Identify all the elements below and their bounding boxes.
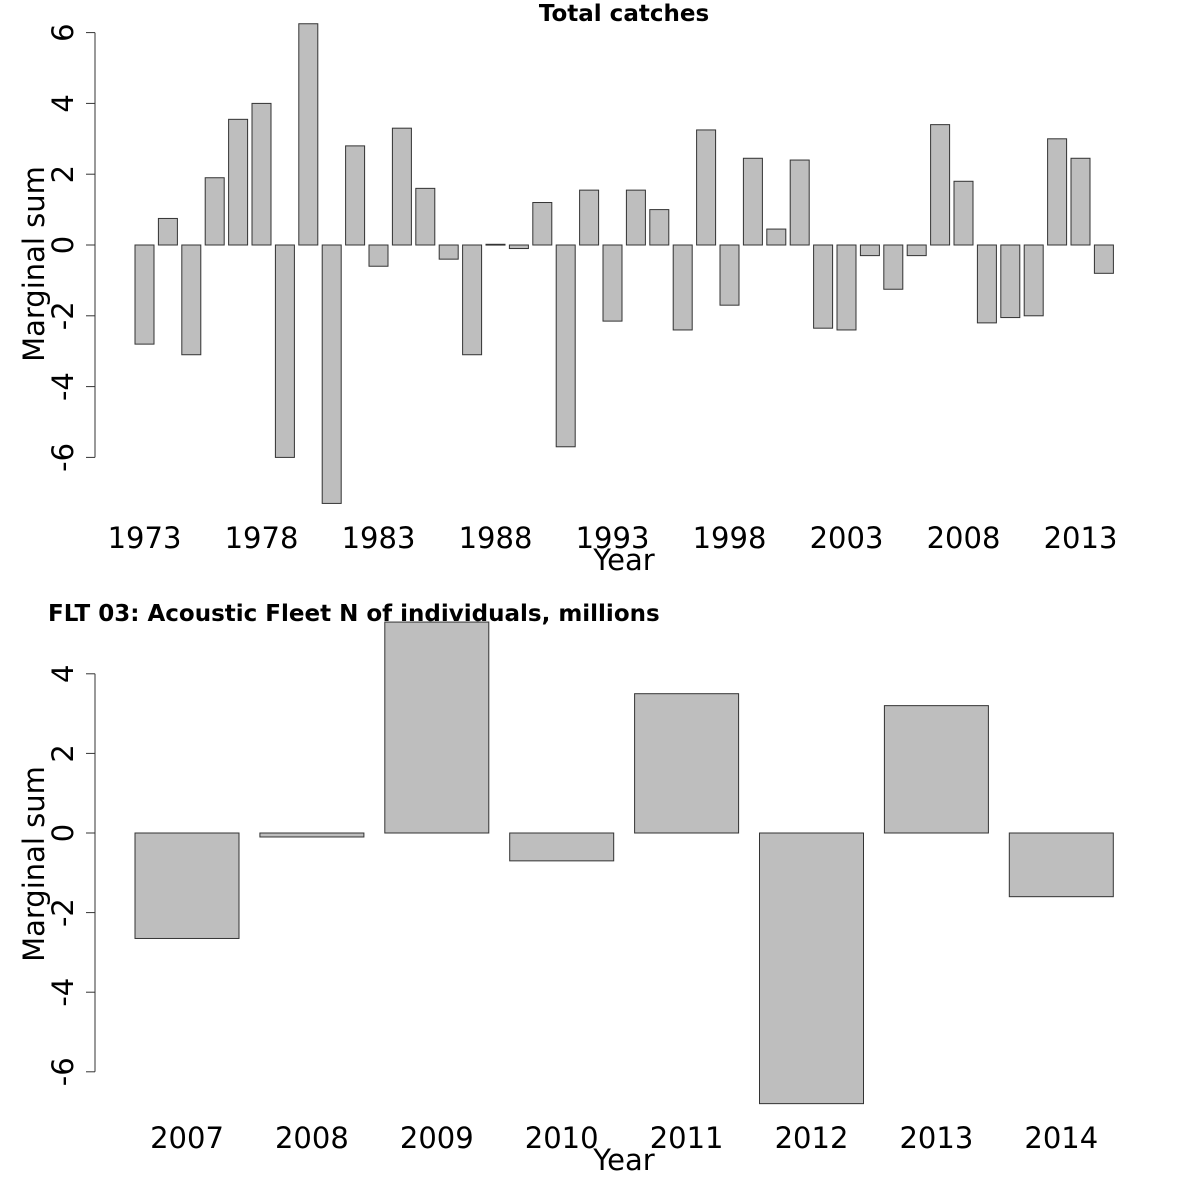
bar-2009: [976, 244, 997, 324]
bar-2008: [259, 832, 365, 838]
x-tick-label: 2008: [275, 1121, 349, 1155]
bars: [134, 23, 1114, 504]
y-axis: -6 -4 -2 0 2 4: [46, 665, 96, 1086]
y-tick-label: 4: [46, 665, 80, 683]
bar-1990: [532, 202, 553, 246]
x-tick-label: 2008: [927, 521, 1001, 555]
y-tick-label: 0: [46, 824, 80, 842]
bar-2007: [134, 832, 240, 939]
bar-1989: [508, 244, 529, 250]
y-axis-label: Marginal sum: [17, 166, 51, 362]
bar-2000: [766, 228, 787, 246]
bar-1980: [298, 23, 319, 246]
bar-1979: [274, 244, 295, 458]
y-tick-label: -6: [46, 1057, 80, 1086]
bar-2013: [883, 705, 989, 834]
bar-1985: [415, 187, 436, 246]
y-tick-label: -4: [46, 372, 80, 401]
bar-1982: [345, 145, 366, 246]
y-axis: -6 -4 -2 0 2 4 6: [46, 23, 96, 472]
x-tick-label: 2013: [899, 1121, 973, 1155]
bar-1978: [251, 102, 272, 246]
panel-acoustic-fleet: FLT 03: Acoustic Fleet N of individuals,…: [17, 601, 1114, 1177]
bar-1996: [672, 244, 693, 331]
y-tick-label: 4: [46, 94, 80, 112]
bar-2007: [930, 124, 951, 246]
bar-2003: [836, 244, 857, 331]
bar-2012: [759, 832, 864, 1105]
panel-total-catches: Total catches -6 -4 -2 0 2 4 6 1973 1978 1983 198…: [17, 1, 1117, 577]
chart-title: Total catches: [539, 1, 709, 27]
bar-1973: [134, 244, 155, 345]
bar-1988: [485, 243, 506, 246]
bar-1977: [228, 118, 249, 246]
bar-2012: [1047, 138, 1068, 246]
x-tick-label: 2007: [150, 1121, 224, 1155]
bar-1974: [157, 217, 178, 246]
chart-title: FLT 03: Acoustic Fleet N of individuals,…: [48, 601, 660, 627]
bar-1983: [368, 244, 389, 267]
bar-1992: [579, 189, 600, 246]
bar-2001: [789, 159, 810, 246]
bar-2014: [1008, 832, 1114, 898]
y-tick-label: -6: [46, 443, 80, 472]
bar-2008: [953, 180, 974, 246]
x-tick-label: 1988: [459, 521, 533, 555]
bar-1986: [438, 244, 459, 260]
bar-1984: [391, 127, 412, 246]
x-axis-label: Year: [592, 543, 654, 577]
x-tick-labels: 2007 2008 2009 2010 2011 2012 2013 2014: [150, 1121, 1098, 1155]
y-axis-label: Marginal sum: [17, 766, 51, 962]
bar-2011: [1023, 244, 1044, 317]
y-tick-label: 2: [46, 744, 80, 762]
x-tick-label: 2009: [400, 1121, 474, 1155]
x-tick-label: 2003: [810, 521, 884, 555]
x-tick-label: 2012: [775, 1121, 849, 1155]
x-tick-label: 2014: [1024, 1121, 1098, 1155]
x-tick-label: 1983: [342, 521, 416, 555]
x-tick-label: 1973: [108, 521, 182, 555]
bar-1999: [742, 157, 763, 246]
x-axis-label: Year: [592, 1143, 654, 1177]
x-tick-label: 2013: [1044, 521, 1118, 555]
x-tick-label: 2010: [525, 1121, 599, 1155]
bar-2006: [906, 244, 927, 257]
y-tick-label: -2: [46, 898, 80, 927]
y-tick-label: -2: [46, 301, 80, 330]
bar-2010: [1000, 244, 1021, 319]
x-tick-labels: 1973 1978 1983 1988 1993 1998 2003 2008 2013: [108, 521, 1118, 555]
y-tick-label: 2: [46, 165, 80, 183]
bar-1976: [204, 177, 225, 246]
bars: [134, 621, 1114, 1105]
bar-1995: [649, 209, 670, 246]
bar-2010: [509, 832, 615, 862]
bar-2014: [1093, 244, 1114, 274]
x-tick-label: 1998: [693, 521, 767, 555]
x-tick-label: 2011: [650, 1121, 724, 1155]
bar-1991: [555, 244, 576, 448]
y-tick-label: -4: [46, 978, 80, 1007]
bar-2013: [1070, 157, 1091, 246]
bar-2005: [883, 244, 904, 290]
bar-1975: [181, 244, 202, 356]
bar-1987: [462, 244, 483, 356]
bar-2009: [384, 621, 490, 834]
bar-1981: [321, 244, 342, 504]
bar-1994: [625, 189, 646, 246]
y-tick-label: 0: [46, 236, 80, 254]
bar-2004: [859, 244, 880, 257]
bar-1993: [602, 244, 623, 322]
bar-2011: [634, 693, 740, 834]
bar-1998: [719, 244, 740, 306]
x-tick-label: 1978: [225, 521, 299, 555]
bar-2002: [813, 244, 834, 329]
bar-1997: [696, 129, 717, 246]
x-tick-label: 1993: [576, 521, 650, 555]
y-tick-label: 6: [46, 23, 80, 41]
